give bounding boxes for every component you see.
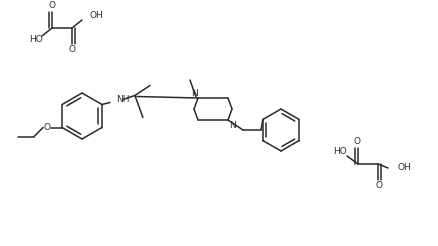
Text: HO: HO	[333, 148, 347, 156]
Text: O: O	[49, 1, 56, 11]
Text: N: N	[191, 89, 198, 97]
Text: N: N	[229, 121, 235, 129]
Text: O: O	[68, 46, 75, 55]
Text: O: O	[375, 182, 382, 190]
Text: NH: NH	[116, 95, 129, 104]
Text: OH: OH	[397, 164, 411, 172]
Text: O: O	[353, 138, 360, 147]
Text: OH: OH	[89, 12, 103, 20]
Text: HO: HO	[29, 35, 43, 45]
Text: O: O	[44, 123, 50, 132]
